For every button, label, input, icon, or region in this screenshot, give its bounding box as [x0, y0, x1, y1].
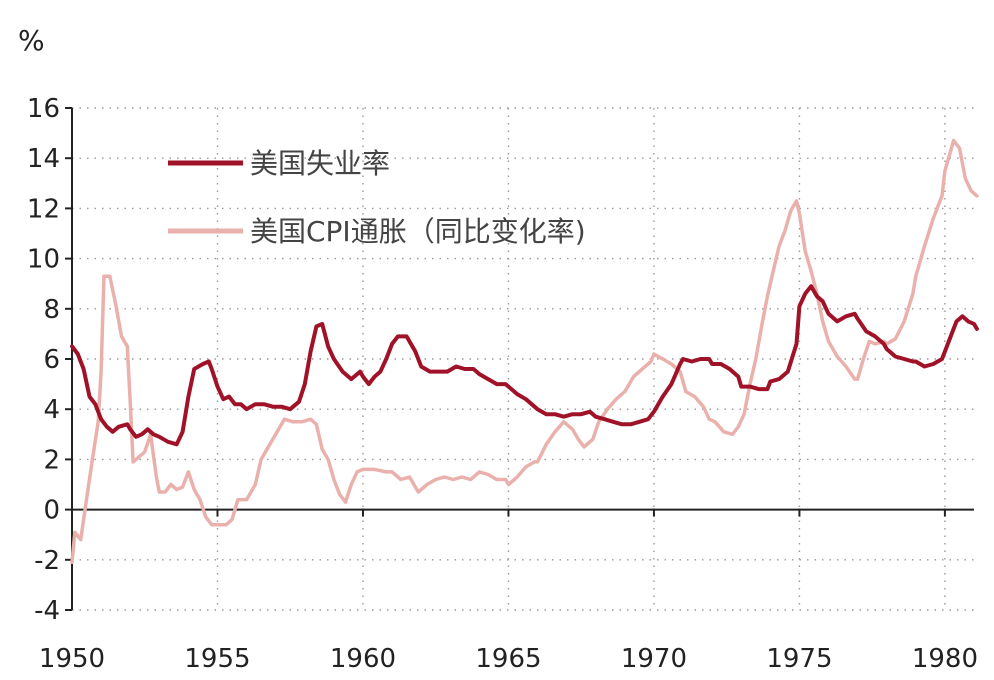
- y-tick-label: 8: [43, 295, 60, 325]
- x-tick-label: 1980: [912, 644, 978, 674]
- y-tick-label: -4: [34, 596, 60, 626]
- y-tick-label: 4: [43, 395, 60, 425]
- y-tick-label: 10: [27, 245, 60, 275]
- series-line-unemployment: [70, 284, 979, 447]
- tick-labels: 16 14 12 10 8 6 4 2 0 -2 -4 1950 1955 1960 1965 1970 197…: [27, 94, 978, 674]
- x-tick-label: 1965: [475, 644, 541, 674]
- y-tick-label: 0: [43, 496, 60, 526]
- y-tick-label: 12: [27, 194, 60, 224]
- x-tick-label: 1975: [766, 644, 832, 674]
- x-tick-label: 1955: [184, 644, 250, 674]
- x-tick-label: 1960: [330, 644, 396, 674]
- x-tick-label: 1970: [621, 644, 687, 674]
- x-tick-label: 1950: [39, 644, 105, 674]
- y-tick-label: -2: [34, 546, 60, 576]
- y-tick-label: 16: [27, 94, 60, 124]
- series-line-cpi: [70, 138, 979, 565]
- y-tick-label: 6: [43, 345, 60, 375]
- axes: [65, 107, 974, 611]
- grid-lines: [72, 107, 974, 611]
- y-axis-unit-label: %: [18, 24, 45, 57]
- legend-label-unemployment: 美国失业率: [250, 147, 390, 180]
- y-tick-label: 2: [43, 445, 60, 475]
- series-lines: [70, 138, 979, 565]
- y-tick-label: 14: [27, 144, 60, 174]
- legend-label-cpi: 美国CPI通胀（同比变化率): [250, 215, 586, 248]
- legend: 美国失业率 美国CPI通胀（同比变化率): [168, 147, 586, 248]
